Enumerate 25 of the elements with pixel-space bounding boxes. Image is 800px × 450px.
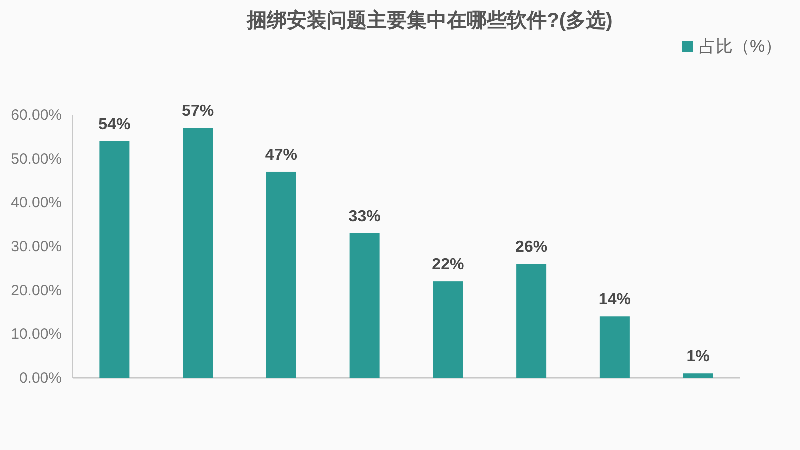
legend-label: 占比（%） <box>699 37 782 56</box>
chart-title: 捆绑安装问题主要集中在哪些软件?(多选) <box>246 9 613 32</box>
data-label: 57% <box>182 103 214 120</box>
y-tick-label: 50.00% <box>11 150 62 168</box>
data-label: 33% <box>348 208 381 226</box>
bar <box>183 128 214 378</box>
bar <box>100 141 130 378</box>
y-tick-label: 30.00% <box>11 238 62 256</box>
data-label: 22% <box>432 256 464 274</box>
data-label: 14% <box>598 292 631 309</box>
data-label: 54% <box>98 116 131 134</box>
bar <box>350 233 380 378</box>
bar <box>683 374 714 378</box>
y-tick-label: 10.00% <box>11 326 62 344</box>
data-label: 47% <box>265 146 298 164</box>
y-tick-label: 40.00% <box>11 194 62 212</box>
data-label: 1% <box>686 348 710 366</box>
bar <box>433 282 464 378</box>
y-tick-label: 0.00% <box>19 370 62 387</box>
bar <box>516 264 547 378</box>
y-tick-label: 20.00% <box>11 282 62 300</box>
bar <box>600 316 630 378</box>
bar <box>266 172 296 378</box>
data-label: 26% <box>516 239 548 256</box>
y-tick-label: 60.00% <box>11 107 62 124</box>
